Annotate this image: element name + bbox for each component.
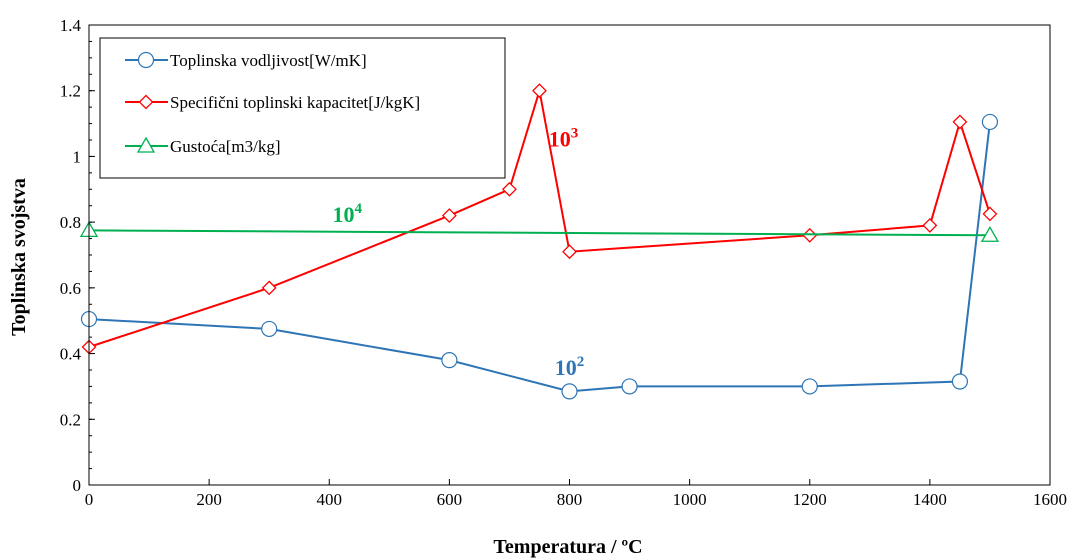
x-tick-label: 600 <box>437 490 463 509</box>
legend-marker <box>136 136 156 153</box>
data-point <box>532 83 547 99</box>
x-tick-label: 1600 <box>1033 490 1067 509</box>
plot-area-frame <box>88 24 1051 486</box>
annotation-label: 104 <box>333 201 363 227</box>
data-point <box>561 383 578 400</box>
data-point <box>951 373 969 390</box>
data-point <box>801 378 818 395</box>
data-point <box>441 208 457 223</box>
y-tick-label: 0.8 <box>60 213 81 232</box>
data-point <box>502 181 517 197</box>
data-point <box>952 114 968 130</box>
annotation-label: 102 <box>555 354 585 380</box>
series-2 <box>81 83 998 355</box>
series-line <box>88 90 991 348</box>
x-axis-ticks: 0 200 400 600 800 1000 1200 1400 1600 <box>85 479 1067 509</box>
data-point <box>261 280 277 296</box>
y-tick-label: 0.6 <box>60 279 81 298</box>
legend-label: Toplinska vodljivost[W/mK] <box>170 51 367 70</box>
y-tick-label: 1 <box>73 147 82 166</box>
legend-item: Toplinska vodljivost[W/mK] <box>125 51 367 70</box>
legend-box <box>99 37 506 179</box>
x-tick-label: 400 <box>317 490 343 509</box>
x-tick-label: 200 <box>196 490 222 509</box>
data-point <box>982 206 998 222</box>
legend-label: Gustoća[m3/kg] <box>170 137 280 156</box>
series-3 <box>79 221 1000 242</box>
legend-item: Gustoća[m3/kg] <box>125 136 280 156</box>
x-tick-label: 800 <box>557 490 583 509</box>
data-point <box>980 225 1000 242</box>
data-point <box>981 113 999 131</box>
series-line <box>88 229 990 237</box>
x-tick-label: 1400 <box>913 490 947 509</box>
x-axis-label: Temperatura / ºC <box>493 536 642 558</box>
y-axis-ticks: 0 0.2 0.4 0.6 0.8 1 1.2 1.4 <box>60 16 95 495</box>
legend-marker <box>138 94 154 110</box>
legend-marker <box>137 51 155 69</box>
data-point <box>922 218 938 233</box>
legend-label: Specifični toplinski kapacitet[J/kgK] <box>170 93 420 112</box>
y-tick-label: 1.2 <box>60 82 81 101</box>
y-axis-label: Toplinska svojstva <box>8 178 30 336</box>
x-tick-label: 1200 <box>793 490 827 509</box>
x-tick-label: 0 <box>85 490 94 509</box>
y-tick-label: 0.2 <box>60 410 81 429</box>
data-point <box>261 320 278 338</box>
data-point <box>621 378 638 395</box>
y-tick-label: 0.4 <box>60 345 82 364</box>
series-line <box>88 121 991 393</box>
legend-item: Specifični toplinski kapacitet[J/kgK] <box>125 93 420 112</box>
annotations: 102 103 104 <box>333 126 585 380</box>
legend: Toplinska vodljivost[W/mK] Specifični top… <box>99 37 506 179</box>
y-tick-label: 1.4 <box>60 16 82 35</box>
annotation-label: 103 <box>549 126 579 152</box>
data-point <box>562 244 577 260</box>
series-layer <box>79 83 1000 400</box>
y-tick-label: 0 <box>73 476 82 495</box>
x-tick-label: 1000 <box>673 490 707 509</box>
data-point <box>441 352 458 369</box>
